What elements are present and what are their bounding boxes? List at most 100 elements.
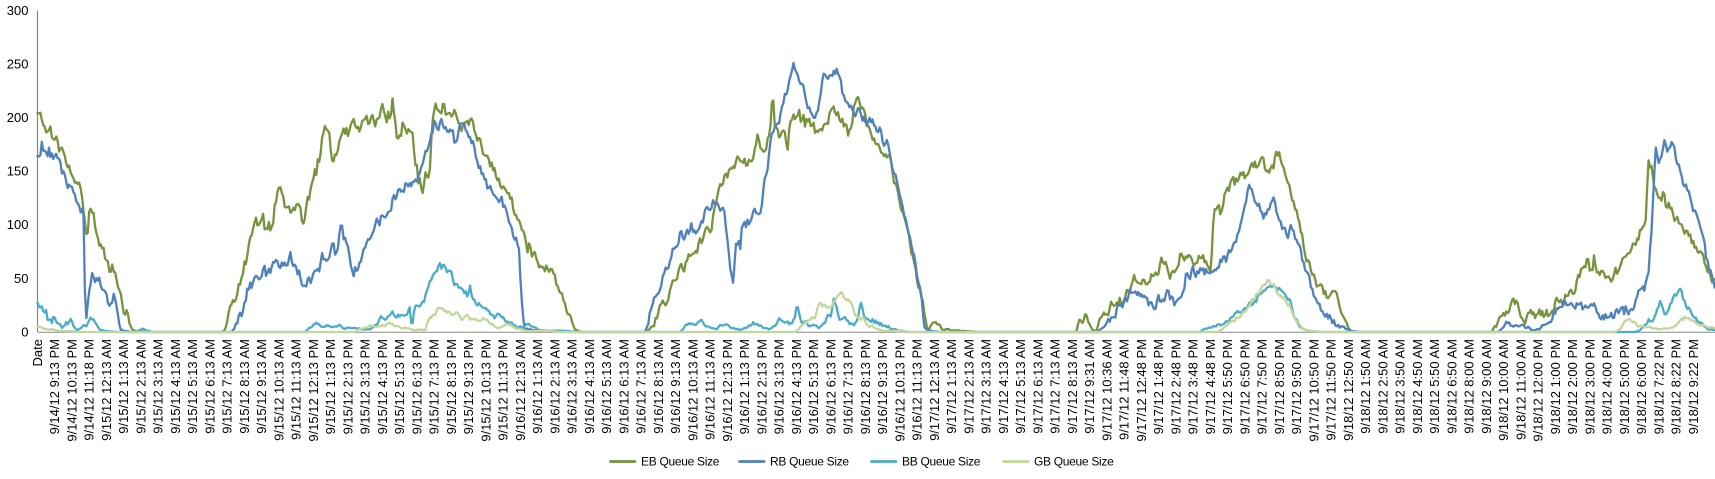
- svg-text:9/17/12 4:48 PM: 9/17/12 4:48 PM: [1203, 339, 1218, 434]
- svg-text:9/18/12 9:22 PM: 9/18/12 9:22 PM: [1686, 339, 1701, 434]
- svg-text:9/17/12 10:36 AM: 9/17/12 10:36 AM: [1099, 339, 1114, 441]
- svg-text:9/18/12 9:00 AM: 9/18/12 9:00 AM: [1479, 339, 1494, 434]
- svg-text:9/15/12 11:13 PM: 9/15/12 11:13 PM: [496, 339, 511, 441]
- svg-text:9/17/12 6:13 AM: 9/17/12 6:13 AM: [1030, 339, 1045, 434]
- svg-text:9/16/12 6:13 PM: 9/16/12 6:13 PM: [823, 339, 838, 434]
- svg-text:9/15/12 2:13 AM: 9/15/12 2:13 AM: [134, 339, 149, 434]
- svg-text:9/15/12 7:13 AM: 9/15/12 7:13 AM: [220, 339, 235, 434]
- svg-text:9/15/12 8:13 AM: 9/15/12 8:13 AM: [237, 339, 252, 434]
- svg-text:9/17/12 7:50 PM: 9/17/12 7:50 PM: [1255, 339, 1270, 434]
- svg-text:9/15/12 5:13 AM: 9/15/12 5:13 AM: [185, 339, 200, 434]
- svg-text:9/17/12 1:48 PM: 9/17/12 1:48 PM: [1151, 339, 1166, 434]
- svg-text:9/15/12 5:13 PM: 9/15/12 5:13 PM: [392, 339, 407, 434]
- svg-text:9/16/12 2:13 AM: 9/16/12 2:13 AM: [547, 339, 562, 434]
- svg-text:9/16/12 4:13 PM: 9/16/12 4:13 PM: [789, 339, 804, 434]
- svg-text:9/15/12 10:13 PM: 9/15/12 10:13 PM: [478, 339, 493, 442]
- svg-text:GB Queue Size: GB Queue Size: [1034, 455, 1114, 469]
- svg-text:9/16/12 3:13 PM: 9/16/12 3:13 PM: [772, 339, 787, 434]
- svg-text:9/17/12 10:50 PM: 9/17/12 10:50 PM: [1306, 339, 1321, 442]
- svg-text:9/18/12 10:00 AM: 9/18/12 10:00 AM: [1496, 339, 1511, 441]
- svg-text:9/15/12 12:13 AM: 9/15/12 12:13 AM: [99, 339, 114, 441]
- svg-text:250: 250: [7, 57, 29, 72]
- svg-text:9/18/12 8:22 PM: 9/18/12 8:22 PM: [1669, 339, 1684, 434]
- svg-text:9/15/12 1:13 PM: 9/15/12 1:13 PM: [323, 339, 338, 434]
- svg-text:9/16/12 12:13 PM: 9/16/12 12:13 PM: [720, 339, 735, 442]
- svg-text:9/17/12 12:48 PM: 9/17/12 12:48 PM: [1134, 339, 1149, 442]
- svg-text:9/17/12 9:50 PM: 9/17/12 9:50 PM: [1289, 339, 1304, 434]
- svg-text:9/16/12 4:13 AM: 9/16/12 4:13 AM: [582, 339, 597, 434]
- svg-text:9/16/12 6:13 AM: 9/16/12 6:13 AM: [616, 339, 631, 434]
- svg-text:300: 300: [7, 3, 29, 18]
- svg-text:9/18/12 2:00 PM: 9/18/12 2:00 PM: [1565, 339, 1580, 434]
- svg-text:9/16/12 7:13 AM: 9/16/12 7:13 AM: [634, 339, 649, 434]
- svg-text:9/18/12 1:50 AM: 9/18/12 1:50 AM: [1358, 339, 1373, 434]
- svg-text:9/18/12 12:50 AM: 9/18/12 12:50 AM: [1341, 339, 1356, 441]
- svg-text:9/17/12 11:48 AM: 9/17/12 11:48 AM: [1117, 339, 1132, 440]
- svg-text:9/16/12 12:13 AM: 9/16/12 12:13 AM: [513, 339, 528, 441]
- svg-text:9/17/12 7:13 AM: 9/17/12 7:13 AM: [1048, 339, 1063, 434]
- svg-text:9/17/12 2:48 PM: 9/17/12 2:48 PM: [1168, 339, 1183, 434]
- svg-text:9/16/12 11:13 AM: 9/16/12 11:13 AM: [703, 339, 718, 440]
- svg-text:9/14/12 10:13 PM: 9/14/12 10:13 PM: [65, 339, 80, 442]
- svg-text:9/15/12 1:13 AM: 9/15/12 1:13 AM: [116, 339, 131, 434]
- svg-text:EB Queue Size: EB Queue Size: [641, 455, 720, 469]
- svg-text:9/15/12 6:13 PM: 9/15/12 6:13 PM: [410, 339, 425, 434]
- svg-text:9/16/12 5:13 PM: 9/16/12 5:13 PM: [806, 339, 821, 434]
- svg-text:9/17/12 3:13 AM: 9/17/12 3:13 AM: [979, 339, 994, 434]
- svg-text:9/18/12 2:50 AM: 9/18/12 2:50 AM: [1375, 339, 1390, 434]
- svg-text:9/16/12 7:13 PM: 9/16/12 7:13 PM: [841, 339, 856, 434]
- svg-text:9/16/12 8:13 AM: 9/16/12 8:13 AM: [651, 339, 666, 434]
- svg-text:9/17/12 9:31 AM: 9/17/12 9:31 AM: [1082, 339, 1097, 434]
- svg-text:9/17/12 11:50 PM: 9/17/12 11:50 PM: [1324, 339, 1339, 441]
- svg-text:9/18/12 7:22 PM: 9/18/12 7:22 PM: [1651, 339, 1666, 434]
- svg-text:50: 50: [14, 271, 28, 286]
- svg-text:9/18/12 6:50 AM: 9/18/12 6:50 AM: [1444, 339, 1459, 434]
- svg-text:0: 0: [21, 324, 28, 339]
- svg-text:9/17/12 4:13 AM: 9/17/12 4:13 AM: [996, 339, 1011, 434]
- svg-text:9/18/12 4:00 PM: 9/18/12 4:00 PM: [1600, 339, 1615, 434]
- svg-text:9/18/12 1:00 PM: 9/18/12 1:00 PM: [1548, 339, 1563, 434]
- svg-text:9/15/12 4:13 PM: 9/15/12 4:13 PM: [375, 339, 390, 434]
- svg-text:9/17/12 5:13 AM: 9/17/12 5:13 AM: [1013, 339, 1028, 434]
- svg-text:9/18/12 6:00 PM: 9/18/12 6:00 PM: [1634, 339, 1649, 434]
- svg-text:9/16/12 8:13 PM: 9/16/12 8:13 PM: [858, 339, 873, 434]
- svg-text:9/18/12 11:00 AM: 9/18/12 11:00 AM: [1513, 339, 1528, 440]
- svg-text:9/15/12 9:13 AM: 9/15/12 9:13 AM: [254, 339, 269, 434]
- svg-text:9/17/12 12:13 AM: 9/17/12 12:13 AM: [927, 339, 942, 441]
- svg-text:9/18/12 3:50 AM: 9/18/12 3:50 AM: [1393, 339, 1408, 434]
- svg-text:9/16/12 9:13 AM: 9/16/12 9:13 AM: [668, 339, 683, 434]
- svg-text:9/15/12 9:13 PM: 9/15/12 9:13 PM: [461, 339, 476, 434]
- svg-text:100: 100: [7, 217, 29, 232]
- svg-text:9/16/12 2:13 PM: 9/16/12 2:13 PM: [754, 339, 769, 434]
- svg-text:200: 200: [7, 110, 29, 125]
- svg-text:9/15/12 8:13 PM: 9/15/12 8:13 PM: [444, 339, 459, 434]
- svg-text:9/17/12 2:13 AM: 9/17/12 2:13 AM: [961, 339, 976, 434]
- svg-text:BB Queue Size: BB Queue Size: [902, 455, 981, 469]
- svg-text:9/15/12 4:13 AM: 9/15/12 4:13 AM: [168, 339, 183, 434]
- svg-text:9/16/12 10:13 PM: 9/16/12 10:13 PM: [892, 339, 907, 442]
- svg-text:9/15/12 12:13 PM: 9/15/12 12:13 PM: [306, 339, 321, 442]
- svg-text:9/15/12 11:13 AM: 9/15/12 11:13 AM: [289, 339, 304, 440]
- svg-text:9/15/12 2:13 PM: 9/15/12 2:13 PM: [341, 339, 356, 434]
- svg-text:9/16/12 5:13 AM: 9/16/12 5:13 AM: [599, 339, 614, 434]
- svg-text:9/14/12 9:13 PM: 9/14/12 9:13 PM: [47, 339, 62, 434]
- svg-text:9/18/12 5:00 PM: 9/18/12 5:00 PM: [1617, 339, 1632, 434]
- svg-text:9/17/12 8:13 AM: 9/17/12 8:13 AM: [1065, 339, 1080, 434]
- svg-text:9/17/12 1:13 AM: 9/17/12 1:13 AM: [944, 339, 959, 434]
- svg-text:9/14/12 11:18 PM: 9/14/12 11:18 PM: [82, 339, 97, 441]
- svg-text:9/16/12 10:13 AM: 9/16/12 10:13 AM: [685, 339, 700, 441]
- svg-text:9/18/12 3:00 PM: 9/18/12 3:00 PM: [1582, 339, 1597, 434]
- svg-text:9/16/12 1:13 AM: 9/16/12 1:13 AM: [530, 339, 545, 434]
- svg-text:Date: Date: [30, 339, 45, 366]
- svg-text:9/18/12 5:50 AM: 9/18/12 5:50 AM: [1427, 339, 1442, 434]
- svg-text:9/17/12 3:48 PM: 9/17/12 3:48 PM: [1186, 339, 1201, 434]
- svg-text:9/15/12 3:13 AM: 9/15/12 3:13 AM: [151, 339, 166, 434]
- svg-text:9/18/12 4:50 AM: 9/18/12 4:50 AM: [1410, 339, 1425, 434]
- svg-text:150: 150: [7, 164, 29, 179]
- svg-text:9/17/12 5:50 PM: 9/17/12 5:50 PM: [1220, 339, 1235, 434]
- svg-text:9/18/12 8:00 AM: 9/18/12 8:00 AM: [1462, 339, 1477, 434]
- svg-text:RB Queue Size: RB Queue Size: [770, 455, 849, 469]
- svg-text:9/17/12 6:50 PM: 9/17/12 6:50 PM: [1237, 339, 1252, 434]
- svg-text:9/15/12 7:13 PM: 9/15/12 7:13 PM: [427, 339, 442, 434]
- svg-text:9/15/12 6:13 AM: 9/15/12 6:13 AM: [203, 339, 218, 434]
